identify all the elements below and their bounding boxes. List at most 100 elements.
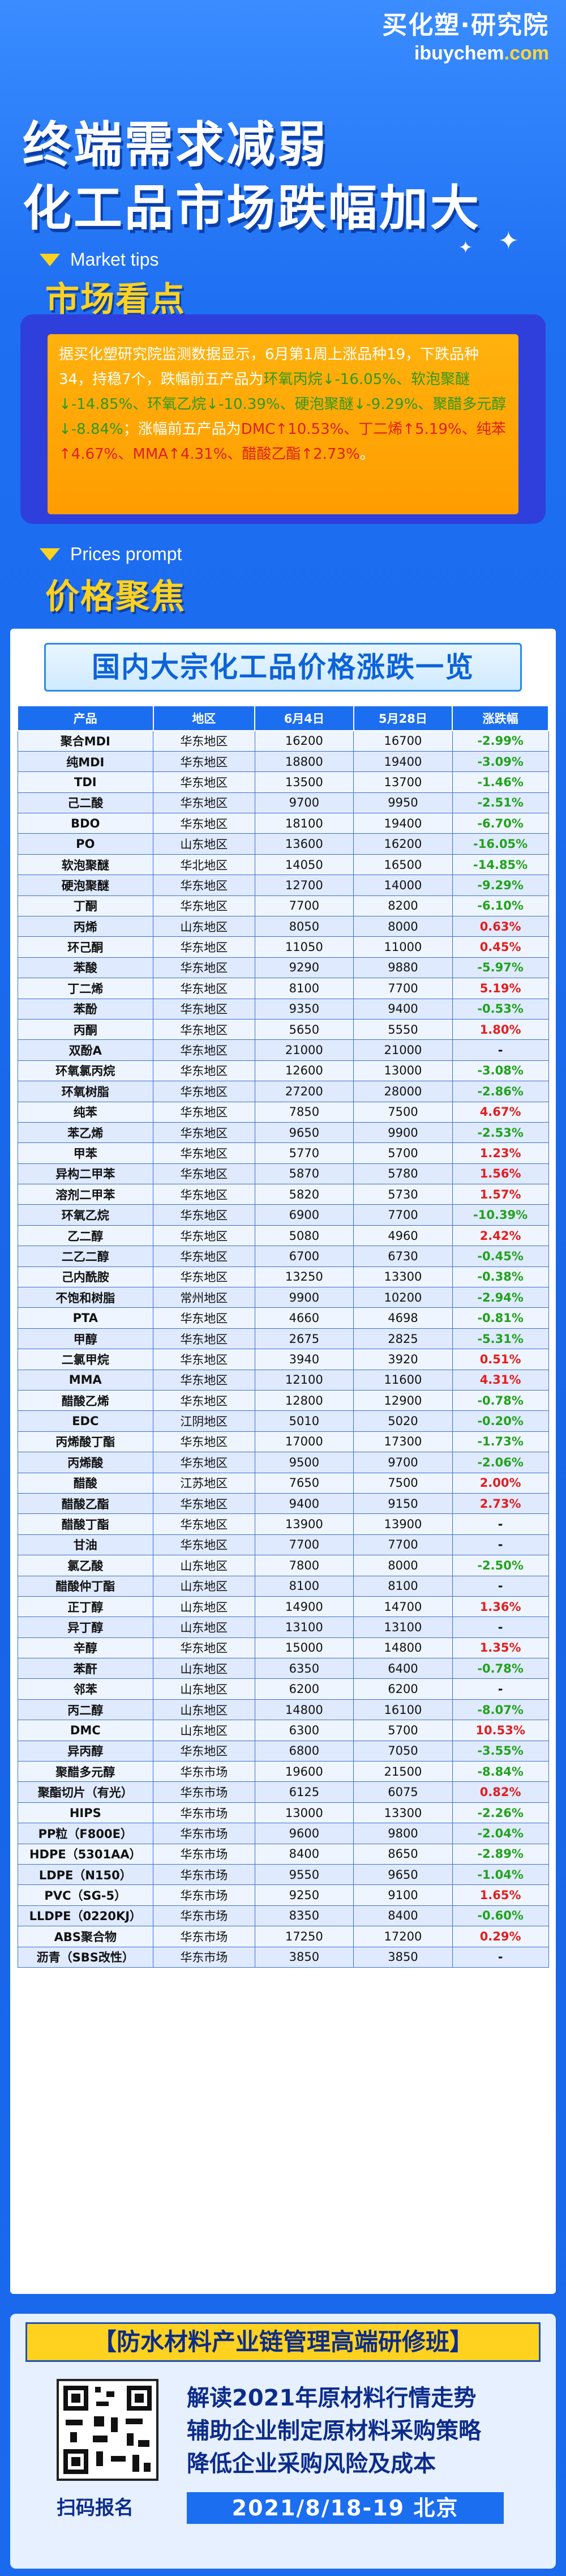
cell-price-previous: 8100 <box>353 1575 453 1597</box>
cell-product: 软泡聚醚 <box>17 854 154 876</box>
cell-product: 己内酰胺 <box>17 1266 154 1288</box>
table-row: 丙烯酸丁酯 华东地区 17000 17300 -1.73% <box>17 1431 549 1453</box>
cell-region: 华东市场 <box>153 1905 255 1927</box>
table-row: 醋酸乙烯 华东地区 12800 12900 -0.78% <box>17 1389 549 1411</box>
market-section-title: 市场看点 <box>45 280 186 319</box>
cell-price-previous: 2825 <box>353 1328 453 1350</box>
table-row: 苯乙烯 华东地区 9650 9900 -2.53% <box>17 1121 549 1144</box>
cell-region: 华东市场 <box>153 1884 255 1906</box>
table-row: 乙二醇 华东地区 5080 4960 2.42% <box>17 1225 549 1247</box>
cell-price-current: 6300 <box>254 1720 354 1741</box>
cell-price-previous: 16100 <box>353 1699 453 1721</box>
table-row: BDO 华东地区 18100 19400 -6.70% <box>17 813 549 834</box>
cell-price-current: 16200 <box>254 730 354 752</box>
table-row: 丙酮 华东地区 5650 5550 1.80% <box>17 1018 549 1040</box>
cell-price-previous: 7700 <box>353 1204 453 1226</box>
cell-region: 华东地区 <box>153 1637 255 1659</box>
cell-price-current: 27200 <box>254 1081 354 1102</box>
cell-region: 华东地区 <box>153 792 255 814</box>
table-row: 苯酸 华东地区 9290 9880 -5.97% <box>17 957 549 979</box>
cell-price-previous: 16200 <box>353 833 453 855</box>
cell-change: 0.29% <box>452 1926 549 1947</box>
headline-line2: 化工品市场跌幅加大 <box>23 180 481 237</box>
cell-product: 甲醇 <box>17 1328 154 1350</box>
cell-price-current: 11050 <box>254 936 354 958</box>
table-row: HIPS 华东市场 13000 13300 -2.26% <box>17 1802 549 1824</box>
cell-product: 醋酸 <box>17 1472 154 1494</box>
table-row: 己内酰胺 华东地区 13250 13300 -0.38% <box>17 1266 549 1288</box>
cell-change: 0.51% <box>452 1349 549 1370</box>
cell-change: -2.99% <box>452 730 549 752</box>
cell-price-previous: 13300 <box>353 1266 453 1288</box>
cell-product: MMA <box>17 1369 154 1391</box>
qr-code[interactable] <box>57 2379 158 2481</box>
table-row: DMC 山东地区 6300 5700 10.53% <box>17 1720 549 1741</box>
prices-tip: Prices prompt <box>40 544 182 565</box>
cell-region: 华东地区 <box>153 1246 255 1267</box>
table-row: 聚合MDI 华东地区 16200 16700 -2.99% <box>17 730 549 752</box>
table-row: LLDPE（0220KJ） 华东市场 8350 8400 -0.60% <box>17 1905 549 1927</box>
cell-change: 0.82% <box>452 1781 549 1803</box>
cell-price-current: 3850 <box>254 1946 354 1968</box>
cell-price-previous: 7500 <box>353 1472 453 1494</box>
cell-price-previous: 4698 <box>353 1307 453 1329</box>
cell-change: 2.42% <box>452 1225 549 1247</box>
table-row: LDPE（N150） 华东市场 9550 9650 -1.04% <box>17 1863 549 1886</box>
cell-price-current: 21000 <box>254 1039 354 1061</box>
cell-region: 华东地区 <box>153 936 255 958</box>
cell-product: 氯乙酸 <box>17 1555 154 1576</box>
course-point-2: 辅助企业制定原材料采购策略 <box>187 2418 481 2444</box>
cell-region: 华东地区 <box>153 1452 255 1473</box>
table-row: 氯乙酸 山东地区 7800 8000 -2.50% <box>17 1555 549 1576</box>
table-row: 正丁醇 山东地区 14900 14700 1.36% <box>17 1596 549 1618</box>
cell-price-previous: 13000 <box>353 1060 453 1082</box>
table-header-row: 产品 地区 6月4日 5月28日 涨跌幅 <box>17 705 549 731</box>
cell-change: 2.00% <box>452 1472 549 1494</box>
cell-change: - <box>452 1575 549 1597</box>
cell-price-previous: 8200 <box>353 895 453 917</box>
cell-region: 华东地区 <box>153 1513 255 1535</box>
cell-region: 华东地区 <box>153 1081 255 1102</box>
market-rise-list: DMC↑10.53%、丁二烯↑5.19%、纯苯↑4.67%、MMA↑4.31%、… <box>59 421 506 463</box>
cell-product: 异丁醇 <box>17 1617 154 1638</box>
cell-price-current: 3940 <box>254 1349 354 1370</box>
table-row: 沥青（SBS改性） 华东市场 3850 3850- <box>17 1946 549 1968</box>
cell-product: LDPE（N150） <box>17 1863 154 1886</box>
cell-change: 1.35% <box>452 1637 549 1659</box>
cell-price-previous: 9100 <box>353 1884 453 1906</box>
cell-price-current: 9350 <box>254 998 354 1020</box>
cell-price-current: 5870 <box>254 1163 354 1185</box>
cell-product: 苯乙烯 <box>17 1121 154 1144</box>
cell-price-current: 13500 <box>254 771 354 793</box>
cell-product: 醋酸丁酯 <box>17 1513 154 1535</box>
table-row: 软泡聚醚 华北地区 14050 16500 -14.85% <box>17 854 549 876</box>
cell-region: 华东地区 <box>153 1307 255 1329</box>
table-row: 硬泡聚醚 华东地区 12700 14000 -9.29% <box>17 875 549 896</box>
cell-region: 华东市场 <box>153 1781 255 1803</box>
cell-price-current: 6125 <box>254 1781 354 1803</box>
course-title: 【防水材料产业链管理高端研修班】 <box>25 2322 541 2362</box>
cell-change: 1.56% <box>452 1163 549 1185</box>
cell-price-current: 8100 <box>254 1575 354 1597</box>
table-row: 甘油 华东地区 7700 7700- <box>17 1534 549 1556</box>
cell-region: 华东地区 <box>153 813 255 834</box>
cell-price-current: 5820 <box>254 1184 354 1205</box>
cell-price-current: 6800 <box>254 1740 354 1762</box>
brand-logo[interactable]: 买化塑·研究院 ibuychem.com <box>382 10 549 66</box>
cell-change: -2.04% <box>452 1823 549 1844</box>
cell-change: -0.20% <box>452 1410 549 1432</box>
cell-region: 华东市场 <box>153 1926 255 1947</box>
cell-price-previous: 6075 <box>353 1781 453 1803</box>
cell-product: 辛醇 <box>17 1637 154 1659</box>
cell-change: 5.19% <box>452 978 549 999</box>
cell-region: 华东地区 <box>153 1142 255 1164</box>
table-row: 丁酮 华东地区 7700 8200 -6.10% <box>17 895 549 917</box>
cell-price-previous: 5020 <box>353 1410 453 1432</box>
cell-product: 丙烯酸 <box>17 1452 154 1473</box>
cell-region: 华东地区 <box>153 1204 255 1226</box>
cell-price-previous: 5780 <box>353 1163 453 1185</box>
cell-price-current: 5080 <box>254 1225 354 1247</box>
cell-product: 双酚A <box>17 1039 154 1061</box>
cell-change: -5.31% <box>452 1328 549 1350</box>
cell-change: - <box>452 1039 549 1061</box>
